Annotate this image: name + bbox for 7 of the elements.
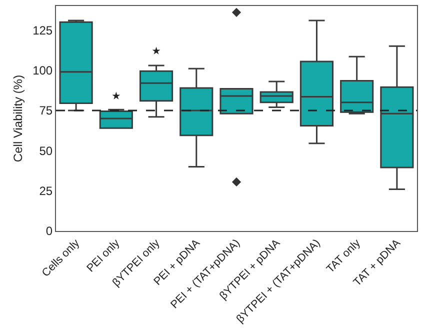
y-axis-title: Cell Viability (%) bbox=[11, 74, 25, 162]
y-tick-label: 75 bbox=[39, 104, 53, 118]
y-tick-label: 100 bbox=[32, 63, 53, 78]
y-tick-label: 25 bbox=[39, 184, 53, 198]
y-tick-label: 125 bbox=[32, 23, 53, 38]
y-tick-label: 50 bbox=[39, 144, 53, 158]
y-tick-label: 0 bbox=[46, 224, 53, 238]
